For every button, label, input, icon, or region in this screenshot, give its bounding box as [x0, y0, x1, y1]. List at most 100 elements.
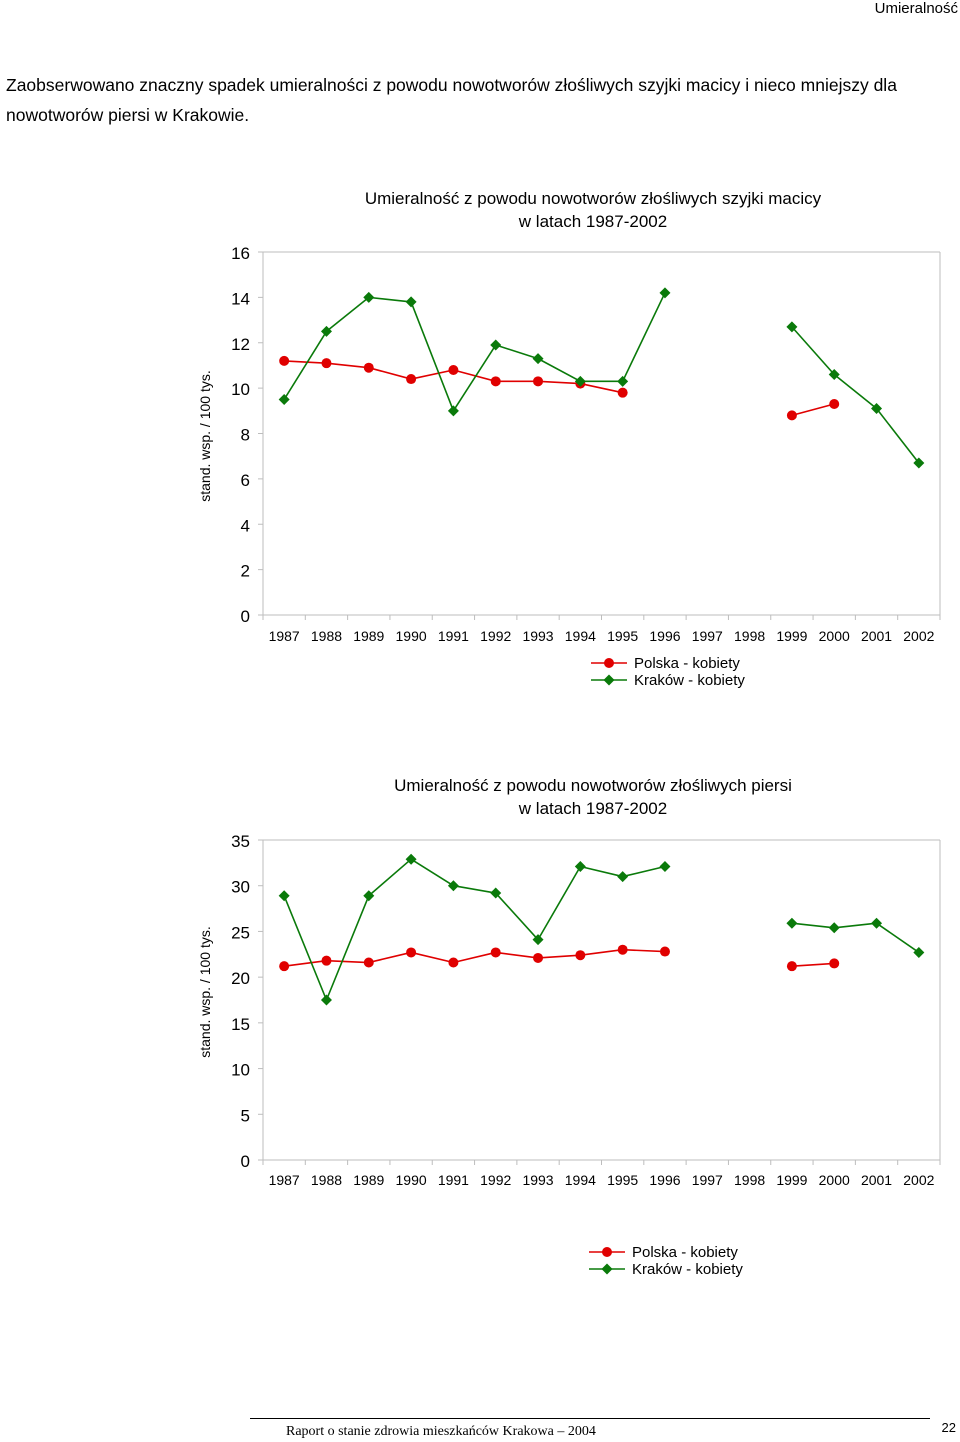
footer-divider [250, 1418, 930, 1419]
x-tick-label: 1991 [438, 628, 469, 644]
series-line-segment [453, 369, 496, 383]
data-point-circle [533, 376, 544, 387]
data-point-diamond [320, 994, 332, 1006]
y-tick-label: 5 [241, 1106, 250, 1125]
series-line-segment [791, 962, 835, 967]
series-line-segment [325, 296, 370, 333]
legend-label: Kraków - kobiety [632, 1261, 743, 1278]
x-tick-label: 1997 [692, 1172, 723, 1188]
data-point-diamond [871, 403, 883, 415]
legend-label: Kraków - kobiety [634, 672, 745, 689]
x-tick-label: 1993 [522, 1172, 553, 1188]
x-tick-label: 2000 [819, 1172, 850, 1188]
series-line-segment [876, 922, 920, 954]
x-tick-label: 2002 [903, 1172, 934, 1188]
series-line-segment [453, 951, 496, 964]
data-point-circle [786, 961, 797, 972]
x-tick-label: 1998 [734, 628, 765, 644]
y-tick-label: 10 [231, 1061, 250, 1080]
data-point-diamond [490, 339, 502, 351]
breast-cancer-chart: 0 5 10 15 20 25 30 35 1987 1988 1989 1990 1991 1992 19… [197, 776, 941, 1278]
data-point-circle [363, 957, 374, 968]
x-tick-label: 1992 [480, 1172, 511, 1188]
cervical-cancer-chart: 0 2 4 6 8 10 12 14 16 1987 1988 1989 1990 1991 1992 199… [197, 189, 941, 689]
data-point-circle [490, 376, 501, 387]
chart-title: Umieralność z powodu nowotworów złośliwy… [394, 776, 792, 795]
x-tick-label: 1987 [269, 628, 300, 644]
x-tick-label: 1995 [607, 1172, 638, 1188]
x-tick-label: 1999 [776, 1172, 807, 1188]
series-line-segment [368, 951, 412, 964]
data-point-diamond [490, 887, 502, 899]
y-tick-label: 0 [241, 1152, 250, 1171]
data-point-diamond [828, 922, 840, 934]
series-line-segment [325, 895, 370, 1001]
y-tick-label: 30 [231, 878, 250, 897]
series-line-segment [875, 408, 920, 464]
x-tick-label: 1994 [565, 1172, 596, 1188]
data-point-circle [448, 957, 459, 968]
chart-subtitle: w latach 1987-2002 [518, 799, 667, 818]
x-tick-label: 2001 [861, 628, 892, 644]
footer-report-title: Raport o stanie zdrowia mieszkańców Krak… [286, 1424, 596, 1439]
series-line-segment [368, 366, 412, 380]
data-point-diamond [278, 890, 290, 902]
y-tick-label: 25 [231, 923, 250, 942]
intro-paragraph: Zaobserwowano znaczny spadek umieralnośc… [6, 75, 897, 125]
series-line-segment [791, 922, 835, 929]
data-point-circle [659, 946, 670, 957]
series-line-segment [834, 922, 877, 929]
x-tick-label: 1987 [269, 1172, 300, 1188]
data-point-circle [279, 355, 290, 366]
data-point-circle [575, 950, 586, 961]
data-point-diamond [278, 393, 290, 405]
legend-label: Polska - kobiety [632, 1244, 738, 1261]
x-tick-label: 1990 [396, 628, 427, 644]
x-tick-label: 1998 [734, 1172, 765, 1188]
y-tick-label: 0 [241, 607, 250, 626]
series-line-segment [495, 951, 539, 959]
series-line-segment [833, 373, 878, 410]
y-tick-label: 8 [241, 426, 250, 445]
series-line-segment [537, 357, 581, 383]
y-tick-label: 2 [241, 562, 250, 581]
data-point-diamond [532, 353, 544, 365]
series-line-segment [368, 858, 412, 897]
data-point-diamond [532, 934, 544, 946]
series-line-segment [495, 344, 539, 360]
data-point-circle [321, 358, 332, 369]
data-point-circle [617, 944, 628, 955]
data-point-circle [829, 958, 840, 969]
data-point-diamond [913, 457, 925, 469]
x-tick-label: 1993 [522, 628, 553, 644]
legend-label: Polska - kobiety [634, 655, 740, 672]
legend-marker-circle [602, 1247, 612, 1257]
data-point-diamond [913, 946, 925, 958]
data-point-diamond [617, 375, 629, 387]
series-line-segment [622, 948, 666, 953]
page-header-title: Umieralność [874, 0, 958, 17]
page-number: 22 [941, 1420, 956, 1435]
y-tick-label: 10 [231, 380, 250, 399]
series-line-segment [284, 959, 327, 967]
x-tick-label: 2000 [819, 628, 850, 644]
data-point-circle [490, 947, 501, 958]
x-tick-label: 1995 [607, 628, 638, 644]
data-point-diamond [617, 871, 629, 883]
y-tick-label: 12 [231, 335, 250, 354]
series-line-segment [495, 892, 539, 941]
x-tick-label: 1994 [565, 628, 596, 644]
data-point-circle [786, 410, 797, 421]
data-point-diamond [363, 890, 375, 902]
x-tick-label: 1989 [353, 628, 384, 644]
data-point-diamond [574, 861, 586, 873]
data-point-diamond [871, 917, 883, 929]
series-line-segment [537, 380, 581, 385]
data-point-diamond [320, 325, 332, 337]
chart-title: Umieralność z powodu nowotworów złośliwy… [365, 189, 822, 208]
series-line-segment [368, 296, 412, 303]
data-point-circle [829, 399, 840, 410]
x-tick-label: 1988 [311, 628, 342, 644]
y-tick-label: 4 [241, 516, 250, 535]
series-line-segment [580, 865, 623, 878]
